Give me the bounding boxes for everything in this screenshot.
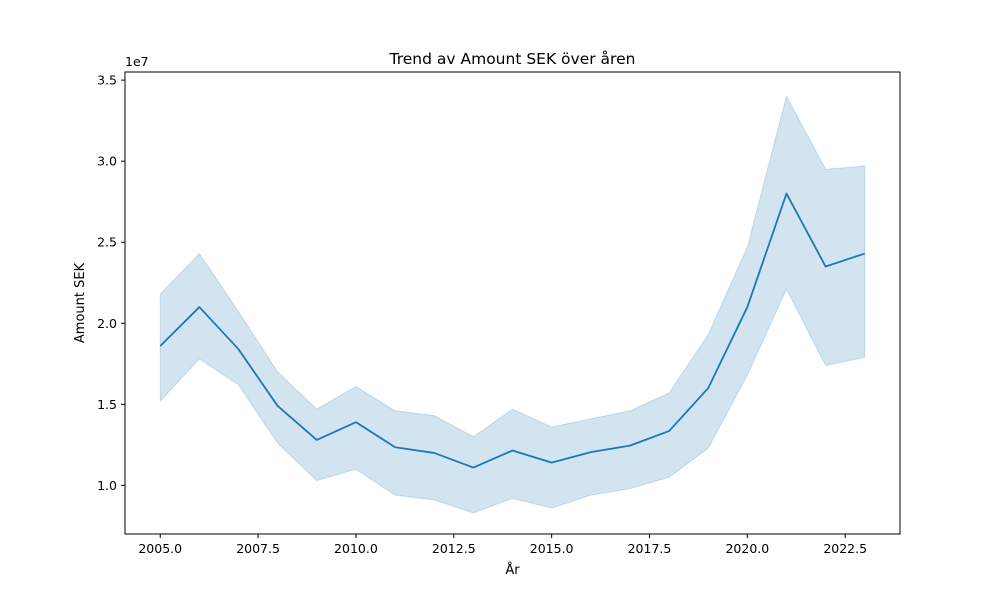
x-tick-label: 2015.0	[530, 541, 574, 556]
y-axis-offset-label: 1e7	[125, 54, 149, 69]
y-tick-label: 3.0	[97, 154, 117, 169]
x-tick-label: 2010.0	[334, 541, 378, 556]
x-tick-label: 2007.5	[236, 541, 280, 556]
chart-title: Trend av Amount SEK över åren	[389, 50, 636, 68]
x-axis: 2005.0 2007.5 2010.0 2012.5 2015.0 2017.5 2020…	[138, 534, 867, 556]
x-tick-label: 2012.5	[432, 541, 476, 556]
y-tick-label: 2.5	[97, 235, 117, 250]
y-axis-label: Amount SEK	[73, 262, 88, 343]
x-tick-label: 2017.5	[628, 541, 672, 556]
x-tick-label: 2005.0	[138, 541, 182, 556]
series-line-layer	[159, 192, 866, 469]
y-tick-label: 1.5	[97, 397, 117, 412]
x-tick-label: 2022.5	[823, 541, 867, 556]
plot-area-frame	[124, 71, 901, 535]
y-tick-label: 1.0	[97, 478, 117, 493]
y-axis: 1.0 1.5 2.0 2.5 3.0 3.5	[97, 73, 125, 493]
x-axis-label: År	[505, 562, 520, 578]
x-tick-label: 2020.0	[725, 541, 769, 556]
series-line	[159, 192, 866, 469]
y-tick-label: 2.0	[97, 316, 117, 331]
y-tick-label: 3.5	[97, 73, 117, 88]
